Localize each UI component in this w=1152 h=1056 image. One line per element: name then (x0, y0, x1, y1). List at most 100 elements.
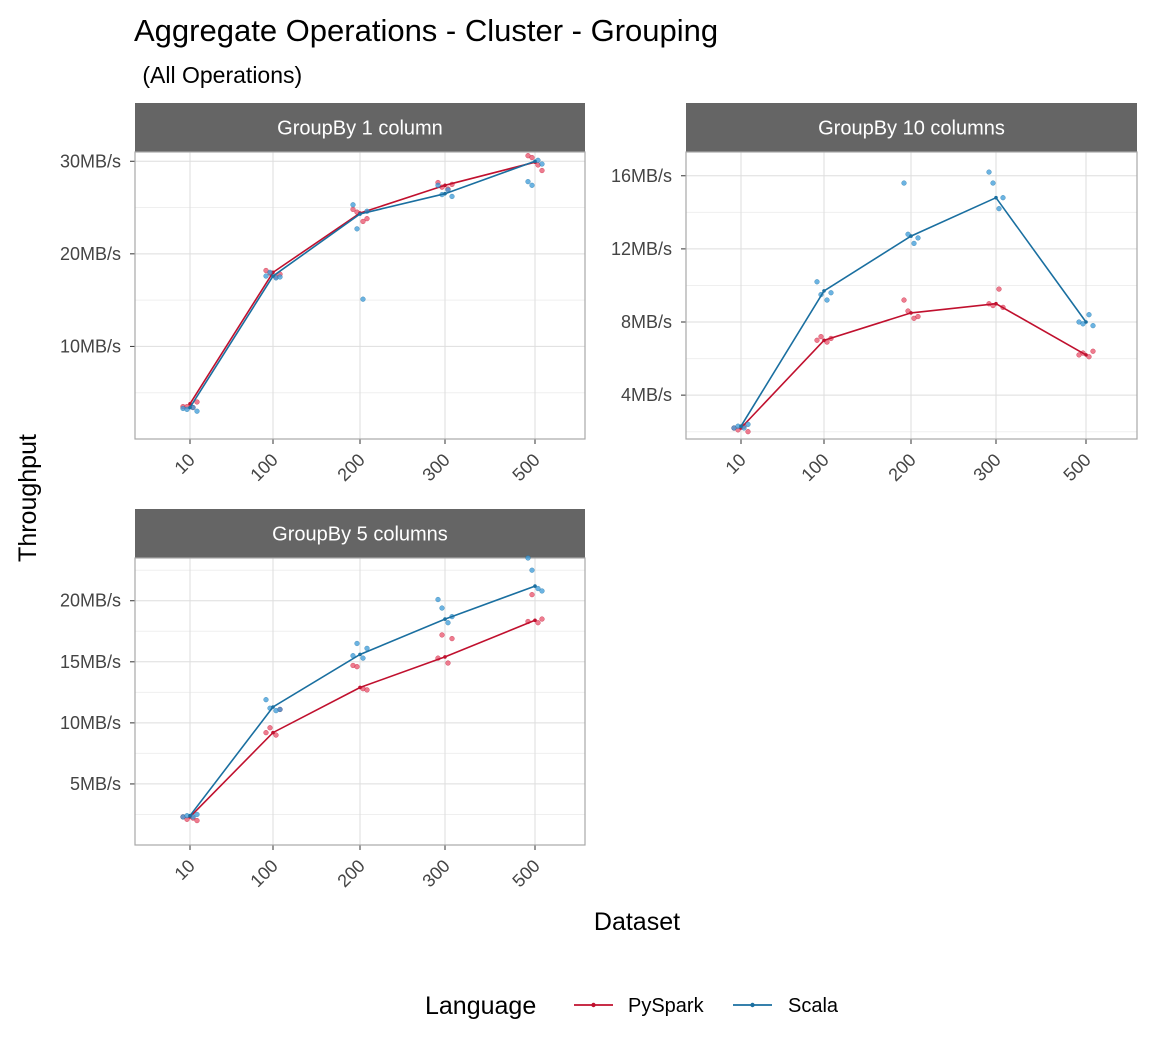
data-point-scala (996, 206, 1002, 212)
y-tick-label: 4MB/s (621, 385, 672, 405)
data-point-scala (535, 585, 541, 592)
data-point-pyspark (996, 286, 1002, 292)
series-marker-scala (358, 652, 362, 657)
legend-item-pyspark: PySpark (574, 995, 705, 1017)
data-point-scala (194, 408, 200, 414)
data-point-scala (354, 640, 360, 647)
series-marker-pyspark (822, 338, 826, 343)
data-point-scala (911, 240, 917, 247)
series-marker-scala (188, 813, 192, 818)
data-point-scala (1086, 312, 1092, 318)
y-tick-label: 30MB/s (60, 151, 121, 171)
data-point-pyspark (267, 725, 273, 731)
data-point-pyspark (364, 687, 370, 693)
legend-label-scala: Scala (788, 995, 839, 1017)
series-marker-scala (533, 584, 537, 588)
x-tick-label: 10 (171, 450, 199, 478)
x-tick-label: 200 (884, 450, 919, 485)
y-tick-label: 10MB/s (60, 336, 121, 356)
data-point-scala (814, 279, 820, 285)
data-point-scala (1090, 323, 1096, 329)
legend-label-pyspark: PySpark (628, 995, 705, 1017)
series-marker-scala (358, 212, 362, 216)
series-marker-scala (822, 289, 826, 293)
series-marker-pyspark (443, 183, 447, 188)
data-point-pyspark (539, 616, 545, 622)
data-point-pyspark (449, 635, 455, 642)
y-tick-label: 5MB/s (70, 774, 121, 794)
data-point-pyspark (745, 429, 751, 435)
data-point-scala (194, 811, 200, 818)
data-point-scala (915, 235, 921, 241)
facet-strip-label: GroupBy 1 column (277, 118, 443, 140)
facet-panel-border (134, 557, 586, 846)
data-point-scala (529, 182, 535, 188)
data-point-scala (263, 697, 269, 703)
data-point-pyspark (360, 218, 366, 225)
data-point-scala (986, 169, 992, 175)
facets: GroupBy 1 column 10MB/s 20MB/s 30MB/s 10 100 2… (60, 103, 1138, 891)
x-axis-title: Dataset (594, 908, 680, 936)
data-point-scala (435, 596, 441, 603)
x-tick-label: 10 (722, 450, 750, 478)
series-marker-scala (188, 405, 192, 410)
data-point-pyspark (439, 632, 445, 638)
series-marker-pyspark (271, 730, 275, 735)
data-point-pyspark (1086, 354, 1092, 360)
series-line-pyspark (189, 619, 536, 818)
data-point-scala (445, 620, 451, 626)
facet-strip (135, 509, 585, 558)
series-marker-scala (533, 159, 537, 164)
series-marker-scala (994, 195, 998, 200)
data-point-pyspark (194, 817, 200, 824)
data-point-scala (277, 274, 283, 280)
series-marker-pyspark (358, 685, 362, 690)
data-point-scala (828, 290, 834, 296)
data-point-scala (745, 421, 751, 428)
data-point-pyspark (194, 399, 200, 405)
series-marker-scala (739, 424, 743, 429)
x-tick-label: 100 (797, 450, 832, 485)
data-point-scala (990, 180, 996, 186)
facet-panel-border (134, 151, 586, 440)
series-marker-scala (1084, 320, 1088, 324)
series-marker-scala (271, 705, 275, 709)
x-tick-label: 300 (418, 450, 453, 485)
series-marker-scala (443, 617, 447, 621)
facet-strip-label: GroupBy 5 columns (272, 524, 448, 546)
data-point-scala (267, 269, 273, 276)
x-tick-label: 100 (246, 450, 281, 485)
series-marker-scala (909, 234, 913, 238)
series-marker-pyspark (443, 655, 447, 659)
data-point-scala (360, 655, 366, 661)
y-axis-title: Throughput (14, 434, 42, 562)
y-tick-label: 10MB/s (60, 713, 121, 733)
x-tick-label: 500 (508, 450, 543, 485)
x-tick-label: 500 (1059, 450, 1094, 485)
data-point-pyspark (263, 729, 269, 736)
data-point-scala (263, 273, 269, 279)
data-point-scala (277, 706, 283, 713)
legend-key-point-pyspark (591, 1002, 596, 1008)
data-point-pyspark (814, 337, 820, 343)
data-point-scala (741, 425, 747, 431)
data-point-scala (539, 588, 545, 594)
series-line-scala (189, 160, 536, 408)
data-point-scala (435, 182, 441, 188)
data-point-scala (439, 605, 445, 611)
data-point-pyspark (529, 591, 535, 598)
data-point-scala (360, 296, 366, 302)
data-point-pyspark (445, 660, 451, 666)
series-marker-pyspark (994, 301, 998, 306)
data-point-scala (1000, 195, 1006, 201)
data-point-scala (449, 193, 455, 200)
series-marker-scala (271, 274, 275, 278)
x-tick-label: 300 (418, 856, 453, 891)
chart-subtitle: (All Operations) (136, 62, 302, 88)
data-point-pyspark (915, 313, 921, 320)
data-point-scala (824, 297, 830, 303)
series-marker-pyspark (909, 311, 913, 315)
series-line-scala (189, 585, 536, 817)
y-tick-label: 16MB/s (611, 166, 672, 186)
x-tick-label: 10 (171, 856, 199, 884)
